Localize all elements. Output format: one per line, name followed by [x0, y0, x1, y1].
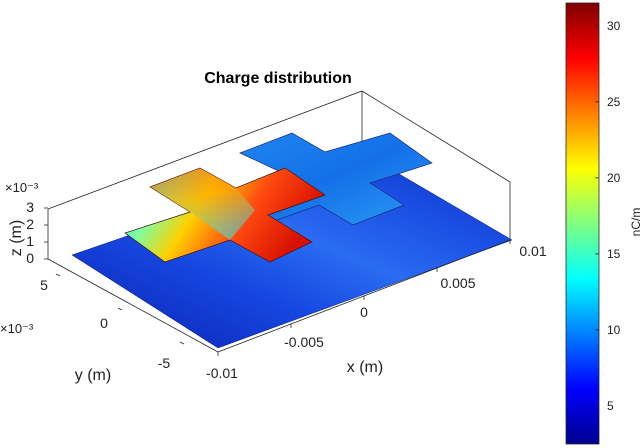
z-axis-label: z (m): [8, 220, 25, 256]
z-tick-label: 1: [26, 233, 34, 249]
x-tick-label: 0: [360, 304, 368, 320]
y-exponent: ×10⁻³: [0, 321, 34, 336]
y-tick-label: 0: [100, 315, 108, 331]
z-tick-label: 0: [26, 250, 34, 266]
y-axis: ×10⁻³ 5 0 -5 y (m): [0, 273, 185, 384]
colorbar: 5 10 15 20 25 30 nC/m: [565, 2, 643, 445]
colorbar-tick-label: 30: [607, 19, 621, 33]
z-axis: ×10⁻³ 3 2 1 0 z (m): [5, 180, 48, 266]
colorbar-tick-label: 5: [607, 399, 614, 413]
axes-box: [47, 90, 511, 259]
colorbar-gradient: [565, 2, 600, 445]
colorbar-ticks: 5 10 15 20 25 30: [595, 19, 621, 413]
y-tick-label: -5: [158, 355, 171, 371]
colorbar-tick-label: 20: [607, 171, 621, 185]
x-axis-label: x (m): [347, 359, 383, 376]
colorbar-tick-label: 25: [607, 95, 621, 109]
left-cross-patch-hotspot: [150, 168, 255, 240]
z-tick-label: 2: [26, 216, 34, 232]
x-tick-label: -0.01: [206, 365, 238, 381]
colorbar-label: nC/m: [629, 208, 643, 237]
x-axis: -0.01 -0.005 0 0.005 0.01 x (m): [206, 240, 547, 381]
y-tick-label: 5: [40, 277, 48, 293]
colorbar-tick-label: 15: [607, 247, 621, 261]
z-exponent: ×10⁻³: [5, 180, 39, 195]
x-tick-label: 0.01: [519, 243, 546, 259]
z-tick-label: 3: [26, 199, 34, 215]
x-tick-label: -0.005: [284, 334, 324, 350]
y-axis-label: y (m): [75, 367, 111, 384]
chart-title: Charge distribution: [204, 70, 352, 87]
colorbar-tick-label: 10: [607, 323, 621, 337]
x-tick-label: 0.005: [440, 275, 475, 291]
